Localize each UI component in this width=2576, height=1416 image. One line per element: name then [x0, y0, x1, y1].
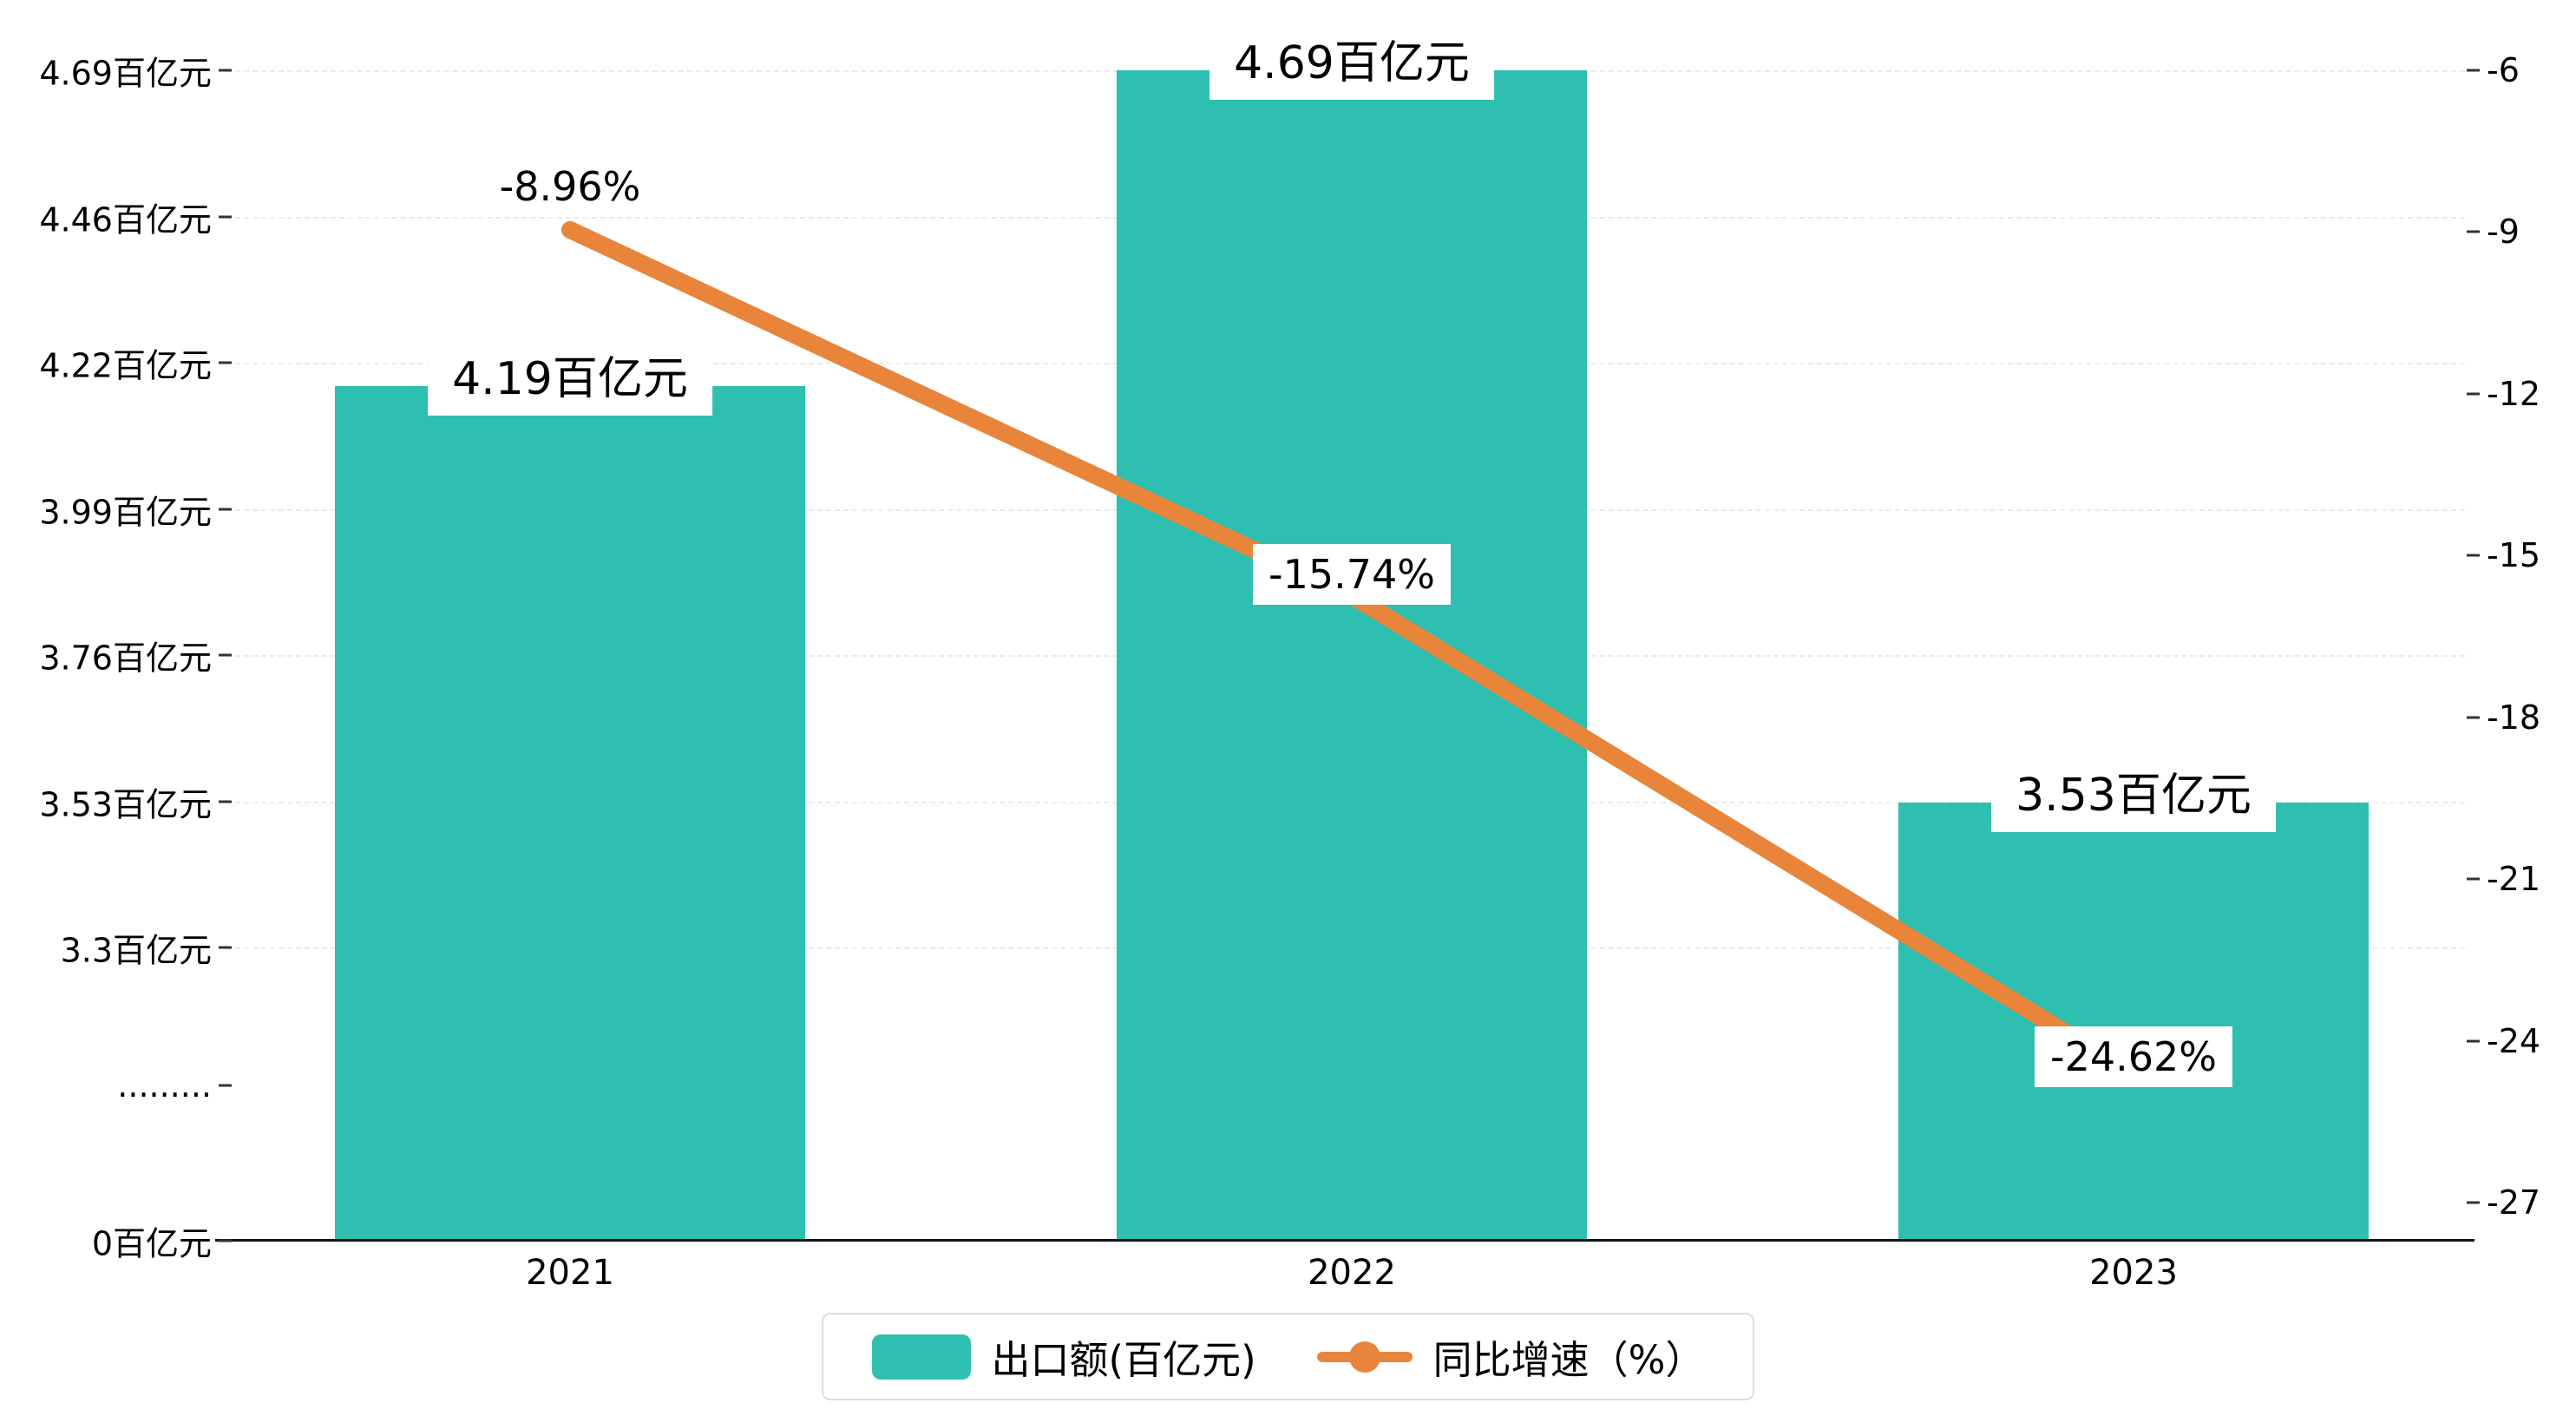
right-axis-tick-label: -12	[2487, 374, 2541, 413]
left-axis-tick-label: 3.3百亿元	[60, 931, 212, 970]
bar-value-label: 4.69百亿元	[1209, 17, 1494, 100]
left-axis-tick-mark	[219, 1084, 232, 1087]
left-axis-tick-mark	[219, 361, 232, 364]
right-axis-tick-label: -15	[2487, 536, 2541, 575]
right-axis-tick-mark	[2467, 69, 2480, 72]
left-axis-tick-mark	[219, 946, 232, 949]
line-series-dot	[1348, 1341, 1380, 1373]
x-axis-label-2021: 2021	[526, 1253, 614, 1293]
legend-bar-label: 出口额(百亿元)	[991, 1337, 1256, 1383]
right-axis-tick-label: -18	[2487, 698, 2541, 737]
left-axis-tick-label: 4.69百亿元	[39, 54, 212, 93]
right-axis-tick-mark	[2467, 1201, 2480, 1204]
bar-series-swatch	[871, 1334, 971, 1380]
right-axis-tick-label: -9	[2487, 213, 2520, 252]
right-axis-tick-label: -21	[2487, 860, 2541, 899]
left-axis-tick-mark	[219, 508, 232, 510]
line-series-swatch	[1316, 1341, 1413, 1373]
right-axis-tick-mark	[2467, 716, 2480, 719]
line-value-label: -15.74%	[1253, 544, 1451, 606]
x-axis-label-2022: 2022	[1308, 1253, 1396, 1293]
bar-2021	[335, 385, 805, 1241]
right-axis-tick-mark	[2467, 230, 2480, 233]
line-value-label: -24.62%	[2035, 1026, 2232, 1088]
left-axis-tick-label: 3.53百亿元	[39, 785, 212, 823]
left-axis-tick-label: 4.22百亿元	[39, 346, 212, 385]
left-axis-tick-mark	[219, 215, 232, 218]
right-axis-tick-mark	[2467, 1039, 2480, 1043]
x-axis-line	[215, 1239, 2474, 1242]
left-axis-tick-label: 4.46百亿元	[39, 200, 212, 239]
left-axis-tick-mark	[219, 69, 232, 72]
right-axis-tick-mark	[2467, 554, 2480, 557]
bar-value-label: 3.53百亿元	[1991, 749, 2276, 832]
left-axis-tick-mark	[219, 653, 232, 657]
right-axis-tick-mark	[2467, 392, 2480, 396]
bar-value-label: 4.19百亿元	[428, 332, 712, 416]
bar-2023	[1898, 802, 2369, 1241]
legend: 出口额(百亿元) 同比增速（%）	[821, 1313, 1755, 1400]
x-axis-label-2023: 2023	[2089, 1253, 2178, 1293]
right-axis-tick-mark	[2467, 877, 2480, 881]
legend-item-export-value[interactable]: 出口额(百亿元)	[871, 1328, 1256, 1385]
line-value-label: -8.96%	[483, 155, 657, 217]
bar-2022	[1117, 70, 1587, 1241]
left-axis-tick-label: 0百亿元	[91, 1224, 212, 1263]
right-axis-tick-label: -6	[2487, 51, 2520, 89]
left-axis-tick-mark	[219, 800, 232, 803]
left-axis-tick-label: 3.99百亿元	[39, 493, 212, 531]
right-axis-tick-label: -27	[2487, 1183, 2541, 1222]
legend-line-label: 同比增速（%）	[1432, 1337, 1705, 1383]
left-axis-tick-label: .........	[117, 1066, 212, 1105]
right-axis-tick-label: -24	[2487, 1021, 2541, 1060]
left-axis-tick-label: 3.76百亿元	[39, 639, 212, 678]
left-axis-tick-mark	[219, 1239, 232, 1242]
legend-item-growth-rate[interactable]: 同比增速（%）	[1316, 1328, 1705, 1385]
